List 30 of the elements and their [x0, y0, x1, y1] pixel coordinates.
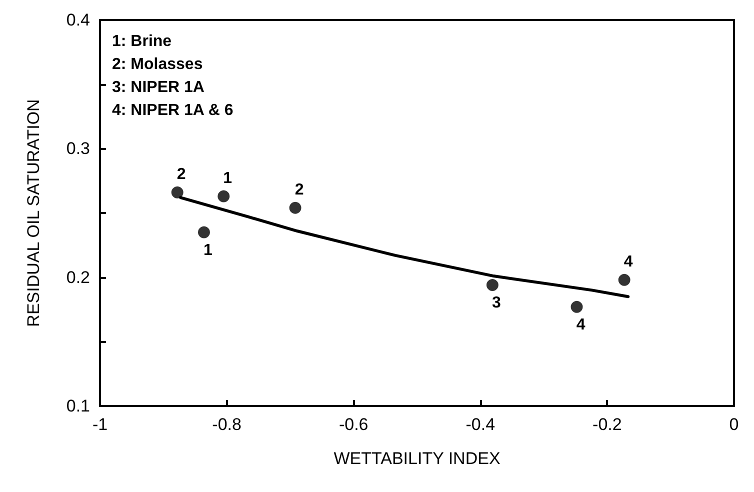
point — [198, 226, 210, 238]
annotation: 1 — [223, 170, 232, 187]
y-tick-label: 0.4 — [66, 10, 90, 30]
point — [618, 274, 630, 286]
point — [171, 186, 184, 198]
annotation: 2: Molasses — [112, 56, 203, 73]
annotation: 4: NIPER 1A & 6 — [112, 102, 234, 119]
x-axis-title: WETTABILITY INDEX — [334, 449, 500, 468]
x-tick-label: -0.2 — [592, 415, 622, 434]
point — [218, 190, 230, 202]
annotation: 4 — [624, 253, 633, 270]
x-tick-label: 0 — [729, 415, 739, 434]
y-tick-label: 0.1 — [66, 396, 90, 416]
annotation: 4 — [576, 316, 586, 334]
point — [486, 279, 498, 292]
annotation: 1 — [204, 242, 213, 259]
x-tick-label: -0.4 — [466, 415, 496, 434]
annotation: 2 — [176, 166, 186, 183]
x-tick-label: -1 — [92, 415, 108, 434]
annotation: 3: NIPER 1A — [112, 79, 205, 96]
annotation: 3 — [492, 294, 501, 312]
point — [289, 202, 302, 214]
y-axis-title: RESIDUAL OIL SATURATION — [24, 99, 43, 327]
x-tick-label: -0.6 — [338, 415, 368, 434]
x-tick-label: -0.8 — [212, 415, 242, 434]
annotation: 1: Brine — [112, 33, 172, 50]
y-tick-label: 0.2 — [66, 268, 90, 287]
annotation: 2 — [294, 181, 304, 198]
y-tick-label: 0.3 — [66, 139, 90, 158]
point — [570, 300, 583, 313]
